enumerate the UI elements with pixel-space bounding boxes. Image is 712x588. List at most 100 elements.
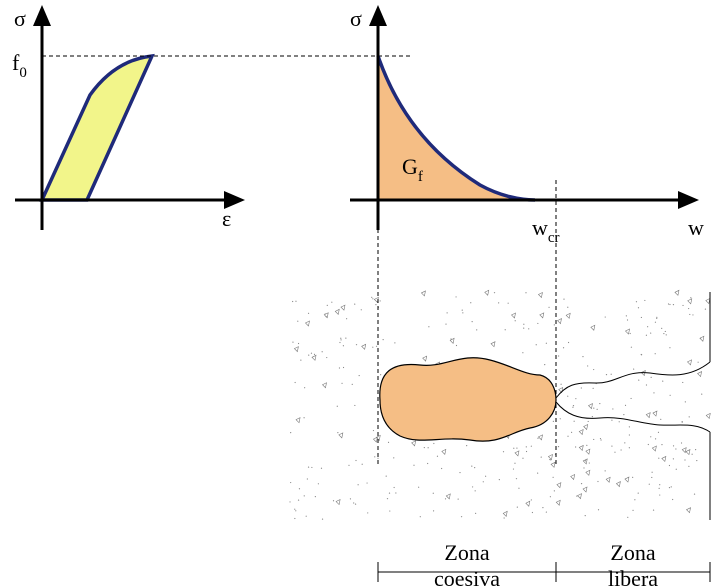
speckle [612,408,614,410]
speckle [522,457,524,459]
speckle [289,501,291,503]
speckle [340,304,346,311]
speckle [498,479,500,481]
speckle [432,492,434,494]
speckle [355,344,358,346]
speckle [635,301,638,303]
speckle [427,447,429,449]
speckle [580,483,583,485]
speckle [354,503,357,505]
speckle [626,319,629,321]
speckle [689,313,691,316]
speckle [462,312,464,314]
speckle [419,516,421,518]
critical-label: wcr [532,215,560,246]
speckle [306,478,308,480]
speckle [705,412,711,420]
speckle [585,469,591,476]
speckle [658,487,660,489]
speckle [393,457,395,459]
speckle [422,355,428,362]
speckle [597,509,600,511]
speckle [510,312,516,319]
speckle [669,347,671,349]
speckle [570,473,576,481]
speckle [611,419,613,421]
speckle [530,445,532,447]
crack-lower [555,401,711,433]
speckle [471,486,474,488]
speckle [387,441,390,443]
speckle [530,499,532,501]
speckle [562,347,565,349]
speckle [436,455,439,457]
speckle [371,296,373,298]
zone-label: libera [608,566,658,588]
speckle [326,304,328,306]
speckle [588,462,590,464]
speckle [354,303,356,305]
speckle [672,498,674,501]
speckle [375,304,377,306]
speckle [295,417,301,424]
speckle [599,402,601,405]
speckle [654,438,657,440]
speckle [628,426,630,428]
peak-label: f0 [12,50,27,81]
speckle [470,302,472,304]
speckle [304,387,306,389]
speckle [650,332,652,334]
speckle [485,475,487,477]
speckle [590,324,596,331]
speckle [567,341,570,344]
speckle [687,359,692,366]
speckle [476,329,478,331]
speckle [668,464,671,467]
speckle [455,296,457,298]
speckle [461,309,463,311]
speckle [633,368,635,370]
speckle [290,432,292,434]
speckle [539,312,545,319]
speckle [624,404,627,407]
speckle [688,307,690,310]
speckle [474,467,476,469]
speckle [314,496,316,498]
fracture-energy-area [378,56,535,200]
speckle [656,317,658,320]
speckle [656,316,658,318]
crack-upper [555,361,711,399]
speckle [537,437,539,439]
speckle [349,498,352,500]
speckle [346,318,348,320]
speckle [549,458,551,461]
speckle [627,516,629,518]
speckle [351,383,353,386]
speckle [516,506,518,508]
speckle [446,312,448,314]
speckle [493,292,496,294]
speckle [297,320,299,322]
speckle [324,313,326,315]
speckle [342,345,345,347]
speckle [644,299,646,302]
speckle [650,436,652,438]
speckle [450,338,452,340]
speckle [379,300,381,302]
speckle [475,512,477,514]
speckle [374,456,376,458]
speckle [661,327,663,329]
speckle [303,495,305,497]
speckle [652,509,655,511]
speckle [684,459,686,461]
speckle [313,353,316,355]
speckle [637,492,639,494]
speckle [334,308,340,315]
speckle [665,334,667,336]
speckle [565,312,571,319]
speckle [525,446,527,448]
speckle [537,434,543,441]
speckle [310,352,313,354]
speckle [385,475,387,477]
speckle [445,493,451,500]
